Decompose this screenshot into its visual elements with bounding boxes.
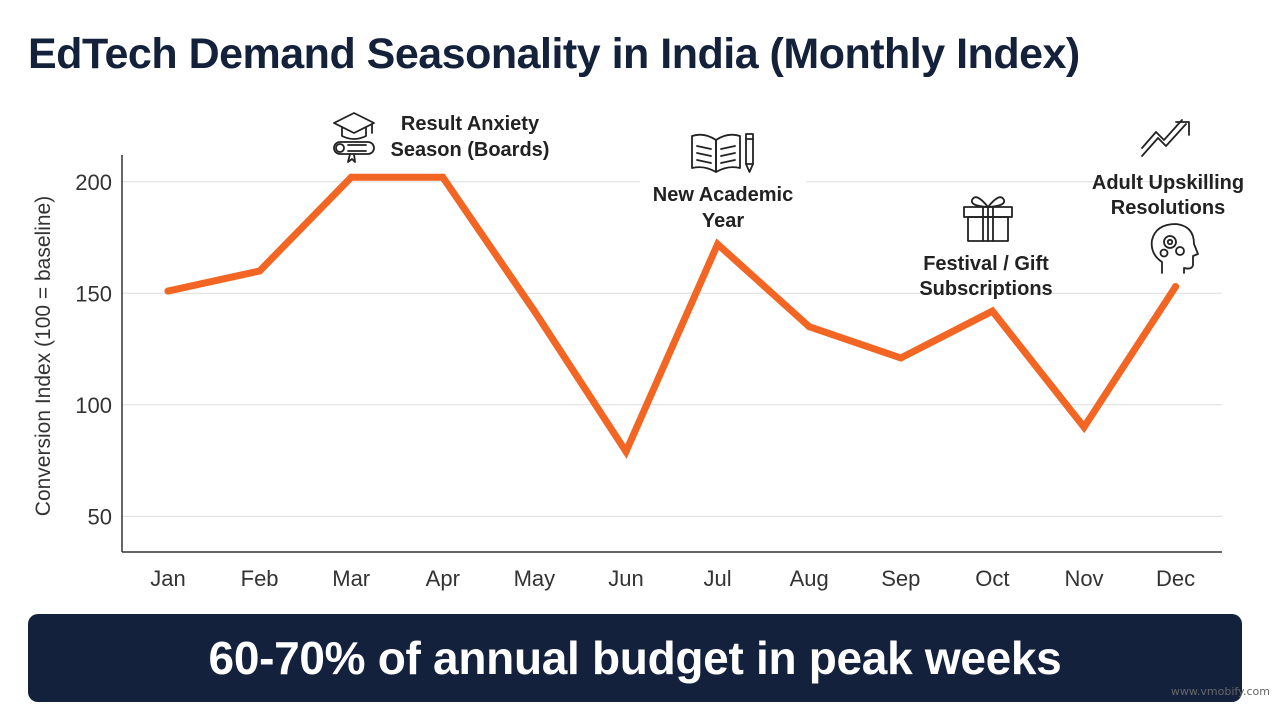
y-tick-label: 50: [88, 504, 112, 529]
watermark: www.vmobify.com: [1170, 685, 1270, 698]
data-point-aug: [805, 323, 813, 331]
annotation-label-line: Result Anxiety: [401, 113, 540, 135]
annotation-label-line: Year: [702, 210, 744, 232]
data-point-jul: [714, 240, 722, 248]
chart-title: EdTech Demand Seasonality in India (Mont…: [28, 30, 1080, 78]
x-tick-label: Nov: [1064, 566, 1103, 591]
annotation-result-anxiety: Result Anxiety Season (Boards): [333, 112, 550, 163]
x-tick-label: Jun: [608, 566, 643, 591]
x-tick-label: Sep: [881, 566, 920, 591]
y-tick-label: 150: [75, 281, 112, 306]
data-point-dec: [1172, 283, 1180, 291]
summary-banner: 60-70% of annual budget in peak weeks: [28, 614, 1242, 702]
graduation-cap-diploma-icon: [333, 112, 375, 163]
y-axis-label: Conversion Index (100 = baseline): [32, 196, 55, 516]
data-point-apr: [439, 173, 447, 181]
annotation-label-backdrop: [640, 178, 806, 234]
x-tick-label: Jan: [150, 566, 185, 591]
data-point-oct: [988, 307, 996, 315]
axes: [121, 155, 1222, 553]
x-tick-label: Aug: [790, 566, 829, 591]
annotation-label-line: Season (Boards): [391, 139, 550, 161]
annotation-new-academic-year: New Academic Year: [640, 133, 806, 234]
y-tick-label: 100: [75, 393, 112, 418]
x-tick-label: Mar: [332, 566, 370, 591]
x-tick-label: Apr: [426, 566, 460, 591]
data-point-jan: [164, 287, 172, 295]
head-gears-icon: [1150, 223, 1199, 274]
x-tick-label: Oct: [975, 566, 1009, 591]
annotation-adult-upskilling: Adult Upskilling Resolutions: [1092, 119, 1244, 274]
annotation-label-line: Resolutions: [1111, 197, 1225, 219]
x-tick-label: May: [514, 566, 556, 591]
data-points: [164, 173, 1180, 456]
growth-arrow-icon: [1141, 119, 1190, 157]
line-chart: 50 100 150 200 Jan Feb Mar Apr May Jun Jul Aug Sep O…: [32, 112, 1244, 591]
x-tick-label: Feb: [241, 566, 279, 591]
annotation-label-line: Adult Upskilling: [1092, 172, 1244, 194]
gift-box-icon: [963, 196, 1013, 242]
data-point-jun: [622, 448, 630, 456]
y-tick-labels: 50 100 150 200: [75, 170, 112, 530]
x-tick-label: Jul: [704, 566, 732, 591]
y-tick-label: 200: [75, 170, 112, 195]
data-point-may: [530, 307, 538, 315]
x-tick-label: Dec: [1156, 566, 1195, 591]
data-point-nov: [1080, 423, 1088, 431]
series-line: [164, 173, 1180, 459]
data-point-sep: [897, 354, 905, 362]
data-point-mar: [347, 173, 355, 181]
annotation-label-line: Festival / Gift: [923, 253, 1049, 275]
annotation-festival-gift: Festival / Gift Subscriptions: [919, 196, 1053, 300]
x-tick-labels: Jan Feb Mar Apr May Jun Jul Aug Sep Oct Nov Dec: [150, 566, 1195, 591]
annotation-label-line: New Academic: [653, 184, 793, 206]
summary-banner-text: 60-70% of annual budget in peak weeks: [208, 632, 1062, 684]
data-point-feb: [256, 267, 264, 275]
annotation-label-line: Subscriptions: [919, 278, 1052, 300]
book-pencil-icon: [691, 133, 754, 173]
